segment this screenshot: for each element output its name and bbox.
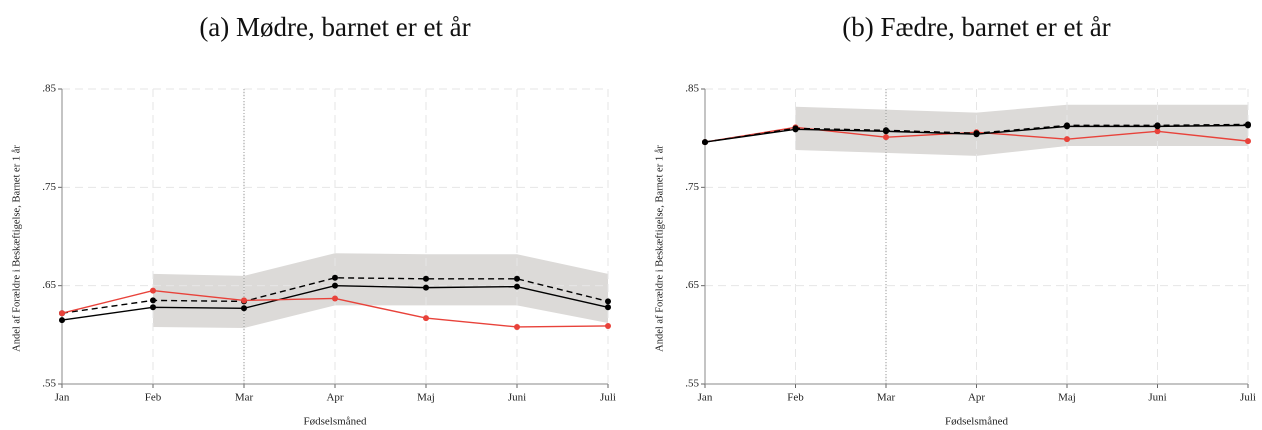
x-tick-label: Jan xyxy=(698,392,713,404)
data-point xyxy=(150,287,156,294)
data-point xyxy=(332,295,338,302)
y-tick-label: .55 xyxy=(42,378,56,390)
data-point xyxy=(1064,122,1070,129)
data-point xyxy=(150,304,156,311)
data-point xyxy=(59,317,65,324)
x-tick-label: Feb xyxy=(787,392,804,404)
x-axis-label: Fødselsmåned xyxy=(945,416,1008,428)
x-tick-label: Juni xyxy=(508,392,526,404)
x-tick-label: Apr xyxy=(968,392,985,404)
data-point xyxy=(514,283,520,290)
y-tick-label: .55 xyxy=(685,378,699,390)
y-tick-label: .65 xyxy=(42,279,56,291)
data-point xyxy=(514,323,520,330)
x-tick-label: Feb xyxy=(145,392,162,404)
chart-title: (b) Fædre, barnet er et år xyxy=(842,12,1110,42)
x-tick-label: Maj xyxy=(1058,392,1076,404)
data-point xyxy=(883,127,889,134)
y-tick-label: .85 xyxy=(42,83,56,95)
data-point xyxy=(1245,121,1251,128)
data-point xyxy=(59,310,65,317)
x-tick-label: Juli xyxy=(1240,392,1256,404)
data-point xyxy=(973,130,980,137)
x-tick-label: Apr xyxy=(326,392,343,404)
data-point xyxy=(241,297,247,304)
x-tick-label: Juni xyxy=(1148,392,1166,404)
x-tick-label: Maj xyxy=(417,392,435,404)
x-tick-label: Mar xyxy=(877,392,896,404)
data-point xyxy=(792,125,799,132)
y-axis-label: Andel af Forældre i Beskæftigelse, Barne… xyxy=(654,145,665,352)
y-tick-label: .65 xyxy=(685,279,699,291)
data-point xyxy=(1154,122,1161,129)
data-point xyxy=(883,134,889,141)
confidence-band xyxy=(153,253,608,328)
x-axis-label: Fødselsmåned xyxy=(304,416,367,428)
data-point xyxy=(423,315,429,322)
data-point xyxy=(1064,136,1070,143)
y-axis-label: Andel af Forældre i Beskæftigelse, Barne… xyxy=(11,145,22,352)
y-tick-label: .85 xyxy=(685,83,699,95)
data-point xyxy=(1154,128,1161,135)
data-point xyxy=(423,284,429,291)
chart-title: (a) Mødre, barnet er et år xyxy=(199,12,470,42)
data-point xyxy=(1245,138,1251,145)
data-point xyxy=(605,298,611,305)
data-point xyxy=(605,322,611,329)
x-tick-label: Mar xyxy=(235,392,254,404)
data-point xyxy=(423,275,429,282)
data-point xyxy=(702,139,708,146)
x-tick-label: Juli xyxy=(600,392,616,404)
data-point xyxy=(150,297,156,304)
data-point xyxy=(514,275,520,282)
data-point xyxy=(605,304,611,311)
y-tick-label: .75 xyxy=(42,181,56,193)
y-tick-label: .75 xyxy=(685,181,699,193)
x-tick-label: Jan xyxy=(55,392,70,404)
data-point xyxy=(332,274,338,281)
data-point xyxy=(241,305,247,312)
data-point xyxy=(332,282,338,289)
